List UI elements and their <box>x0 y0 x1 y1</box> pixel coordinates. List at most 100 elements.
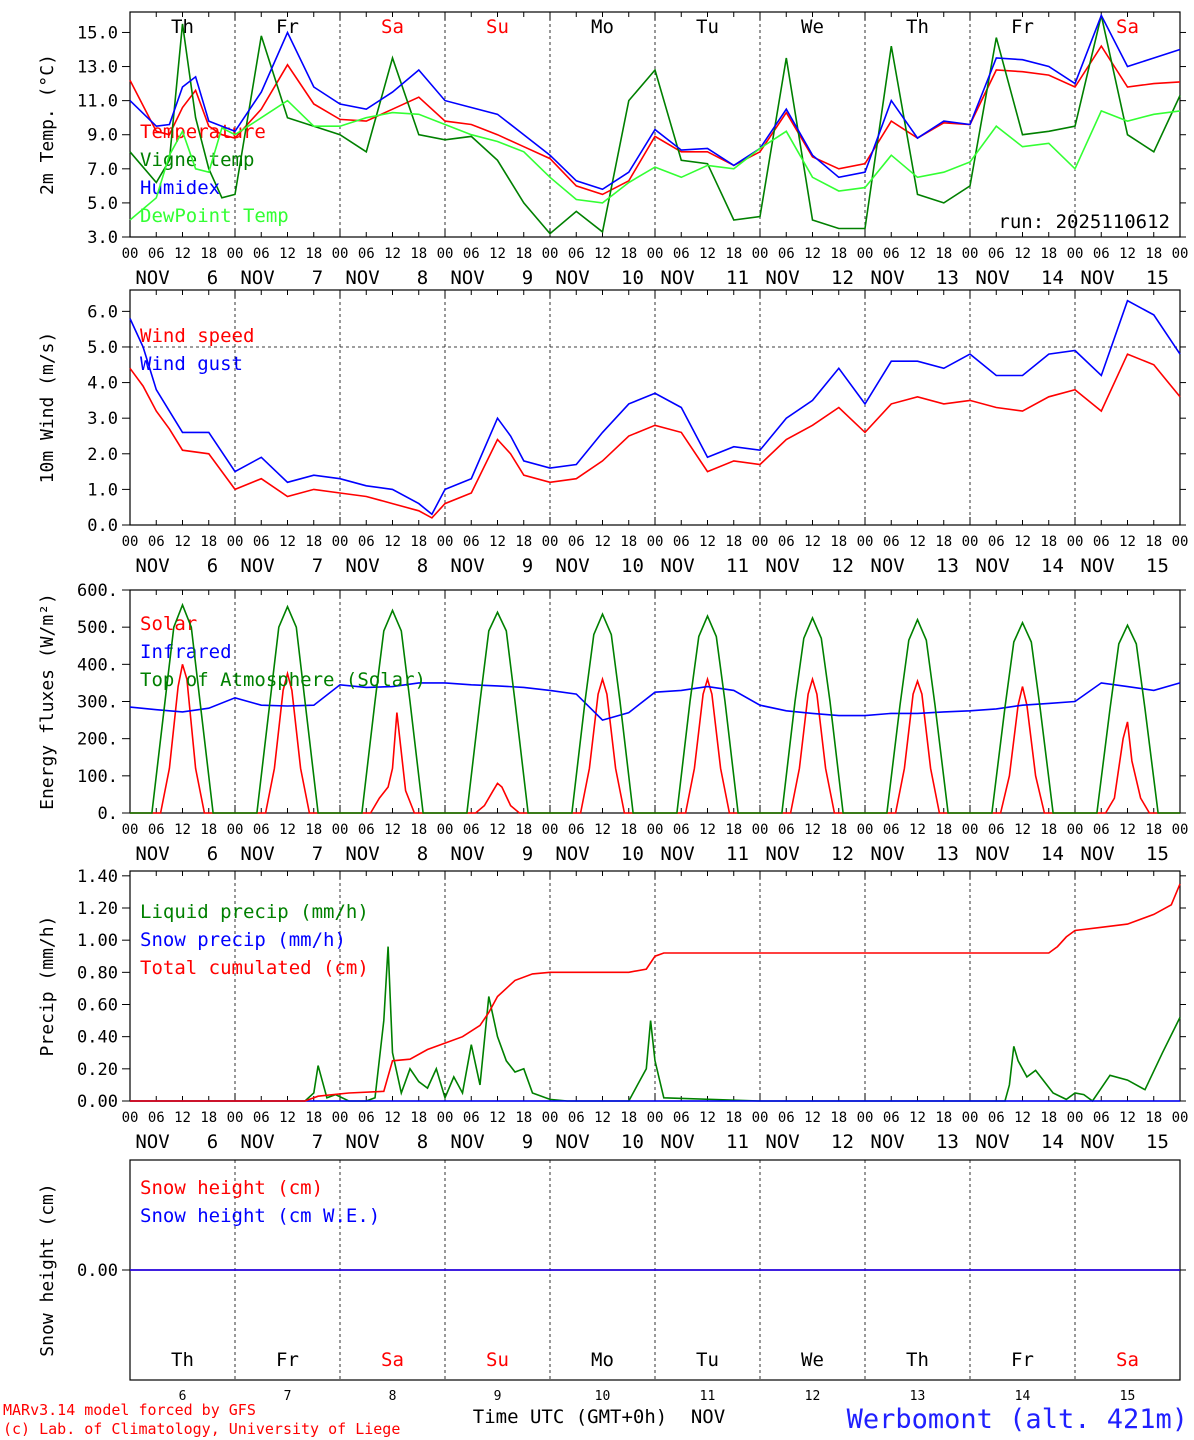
x-hour-label: 00 <box>437 246 454 262</box>
x-hour-label: 00 <box>962 822 979 838</box>
x-hour-label: 00 <box>1067 534 1084 550</box>
x-hour-label: 18 <box>935 1110 952 1126</box>
y-axis-label: 10m Wind (m/s) <box>37 332 58 484</box>
y-tick-label-wind: 2.0 <box>87 445 118 465</box>
x-day-label: 11 <box>726 843 749 865</box>
x-hour-label: 12 <box>384 534 401 550</box>
x-hour-label: 12 <box>489 1110 506 1126</box>
series-line-temperature <box>129 44 1181 196</box>
y-tick-label-wind: 0.0 <box>87 516 118 536</box>
x-hour-label: 06 <box>358 1110 375 1126</box>
x-hour-label: 06 <box>568 534 585 550</box>
y-tick-label-precip: 0.80 <box>77 963 118 983</box>
x-month-label: NOV <box>135 267 169 289</box>
x-hour-label: 06 <box>673 246 690 262</box>
series-line-humidex <box>129 13 1181 191</box>
x-hour-label: 12 <box>594 534 611 550</box>
x-hour-label: 06 <box>568 1110 585 1126</box>
y-axis-label: Snow height (cm) <box>37 1183 58 1356</box>
x-hour-label: 12 <box>1014 534 1031 550</box>
x-day-label: 14 <box>1041 843 1064 865</box>
x-hour-label: 06 <box>463 1110 480 1126</box>
x-month-label: NOV <box>870 555 904 577</box>
x-hour-label: 06 <box>778 534 795 550</box>
x-hour-label: 18 <box>725 534 742 550</box>
x-hour-label: 00 <box>437 822 454 838</box>
x-day-label: 6 <box>207 1131 218 1153</box>
x-hour-label: 12 <box>1014 246 1031 262</box>
x-month-label: NOV <box>660 555 694 577</box>
legend-label: Wind gust <box>140 353 243 375</box>
x-hour-label: 18 <box>305 534 322 550</box>
x-hour-label: 06 <box>358 822 375 838</box>
x-hour-label: 00 <box>227 246 244 262</box>
x-hour-label: 06 <box>673 534 690 550</box>
x-month-label: NOV <box>555 555 589 577</box>
x-month-label: NOV <box>345 267 379 289</box>
x-hour-label: 12 <box>594 1110 611 1126</box>
x-hour-label: 00 <box>1172 1110 1189 1126</box>
day-name-label: Th <box>171 1349 194 1371</box>
x-hour-label: 18 <box>200 1110 217 1126</box>
station-label: Werbomont (alt. 421m) <box>847 1404 1188 1435</box>
day-name-label: Fr <box>276 16 299 38</box>
credit-line: (c) Lab. of Climatology, University of L… <box>3 1420 400 1438</box>
x-hour-label: 12 <box>804 246 821 262</box>
legend-label: Infrared <box>140 641 232 663</box>
x-hour-label: 18 <box>200 246 217 262</box>
y-tick-label-temp: 9.0 <box>87 126 118 146</box>
x-hour-label: 18 <box>620 534 637 550</box>
x-day-label: 12 <box>831 267 854 289</box>
x-day-label: 8 <box>417 555 428 577</box>
x-hour-label: 06 <box>883 534 900 550</box>
x-hour-label: 00 <box>542 534 559 550</box>
y-tick-label-precip: 0.60 <box>77 995 118 1015</box>
x-hour-label: 00 <box>647 534 664 550</box>
y-tick-label-temp: 15.0 <box>77 23 118 43</box>
day-name-label: Sa <box>381 16 404 38</box>
x-hour-label: 18 <box>410 246 427 262</box>
y-tick-label-precip: 0.40 <box>77 1028 118 1048</box>
x-hour-label: 00 <box>1172 822 1189 838</box>
x-hour-label: 18 <box>515 822 532 838</box>
x-hour-label: 00 <box>857 246 874 262</box>
x-hour-label: 06 <box>988 246 1005 262</box>
x-hour-label: 06 <box>253 1110 270 1126</box>
x-hour-label: 18 <box>725 822 742 838</box>
x-hour-label: 00 <box>752 822 769 838</box>
x-hour-label: 12 <box>594 822 611 838</box>
x-day-label: 14 <box>1041 1131 1064 1153</box>
x-day-label: 6 <box>207 267 218 289</box>
x-hour-label: 18 <box>305 246 322 262</box>
x-hour-label: 00 <box>857 534 874 550</box>
x-hour-label: 18 <box>1145 534 1162 550</box>
x-day-label: 10 <box>621 1131 644 1153</box>
x-hour-label: 18 <box>1040 1110 1057 1126</box>
x-day-label: 14 <box>1041 555 1064 577</box>
x-hour-label: 18 <box>725 1110 742 1126</box>
series-line-liquid-precip-mm-h- <box>130 946 1181 1103</box>
x-hour-label: 18 <box>1040 246 1057 262</box>
series-line-top-of-atmosphere-solar- <box>130 602 1180 814</box>
x-hour-label: 12 <box>279 1110 296 1126</box>
x-hour-label: 12 <box>279 822 296 838</box>
x-hour-label: 12 <box>174 1110 191 1126</box>
x-day-label: 9 <box>522 843 533 865</box>
x-month-label: NOV <box>975 1131 1009 1153</box>
x-hour-label: 06 <box>148 822 165 838</box>
x-day-label: 6 <box>207 843 218 865</box>
x-month-label: NOV <box>660 843 694 865</box>
x-hour-label: 06 <box>463 822 480 838</box>
x-day-label: 14 <box>1015 1389 1031 1404</box>
x-day-label: 10 <box>595 1389 611 1404</box>
day-name-label: Fr <box>1011 16 1034 38</box>
x-hour-label: 12 <box>489 534 506 550</box>
x-hour-label: 12 <box>384 1110 401 1126</box>
x-hour-label: 00 <box>752 534 769 550</box>
day-name-label: Mo <box>591 16 614 38</box>
x-hour-label: 18 <box>515 534 532 550</box>
y-tick-label-energy: 100. <box>77 767 118 787</box>
x-hour-label: 18 <box>830 246 847 262</box>
x-hour-label: 00 <box>647 822 664 838</box>
x-day-label: 15 <box>1146 555 1169 577</box>
